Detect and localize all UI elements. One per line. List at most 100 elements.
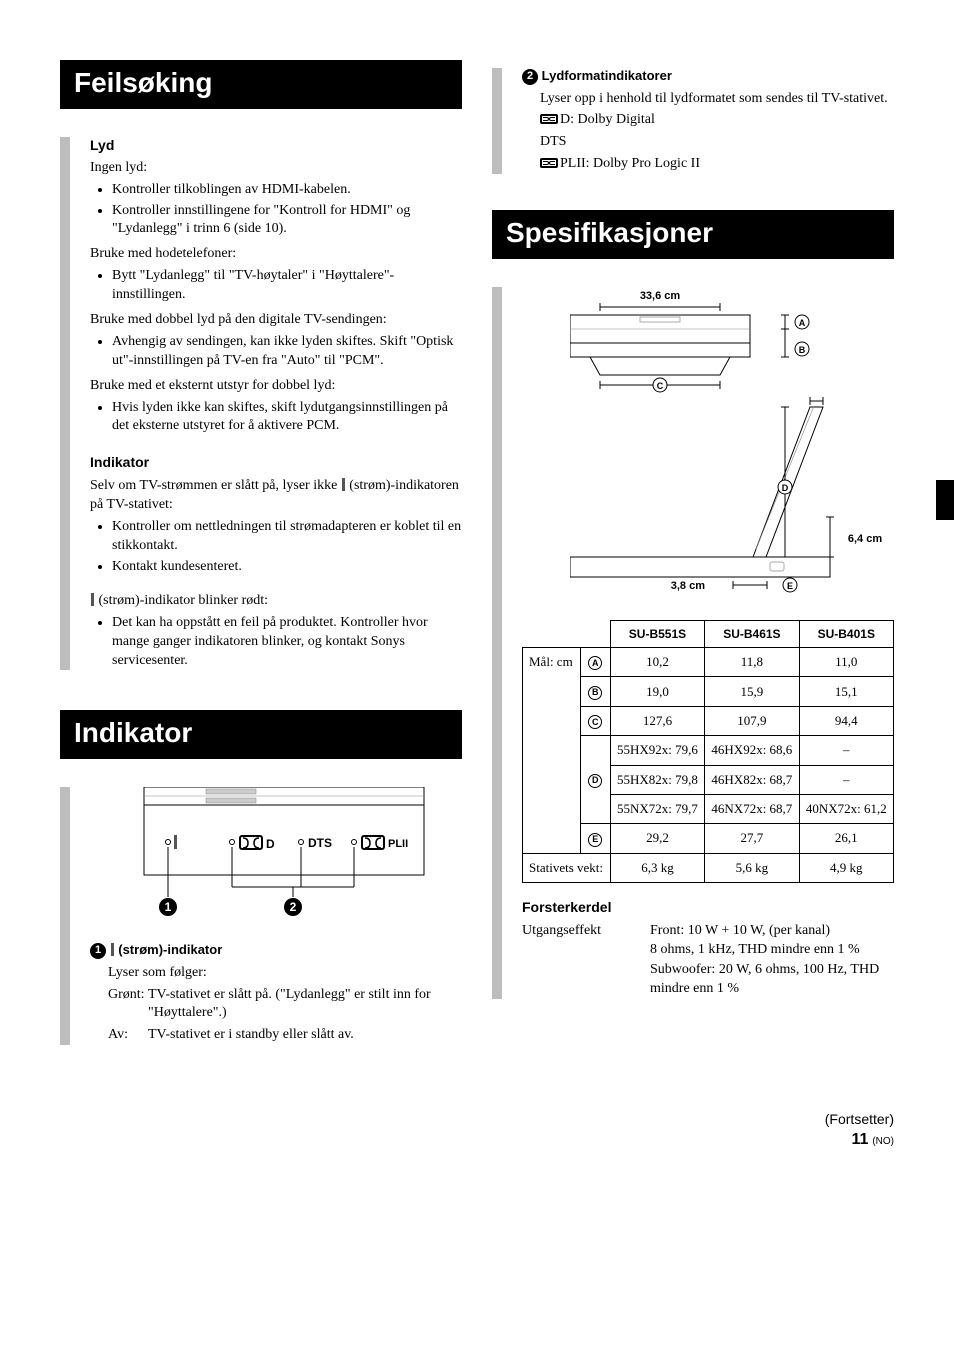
letter-b-icon: B — [588, 686, 602, 700]
svg-text:33,6 cm: 33,6 cm — [640, 290, 681, 302]
list: Bytt "Lydanlegg" til "TV-høytaler" i "Hø… — [90, 267, 462, 305]
table-cell: 127,6 — [610, 706, 704, 736]
table-cell: 55NX72x: 79,7 — [610, 794, 704, 823]
text-fragment: Selv om TV-strømmen er slått på, lyser i… — [90, 478, 341, 493]
svg-text:E: E — [787, 581, 793, 591]
subhead-indikator: Indikator — [90, 454, 462, 470]
table-rowhead: Stativets vekt: — [523, 853, 611, 882]
section-indikator-detail: D DTS PLII — [60, 787, 462, 1045]
table-cell: 4,9 kg — [799, 853, 893, 882]
heading-indikator: Indikator — [60, 710, 462, 759]
svg-text:6,4 cm: 6,4 cm — [848, 533, 882, 545]
right-column: 2 Lydformatindikatorer Lyser opp i henho… — [492, 60, 894, 1075]
spec-diagram: 33,6 cm A — [570, 287, 894, 602]
table-cell: 46NX72x: 68,7 — [705, 794, 799, 823]
item1-heading: 1 (strøm)-indikator — [90, 941, 462, 960]
text: 8 ohms, 1 kHz, THD mindre enn 1 % — [650, 940, 894, 960]
svg-text:A: A — [799, 318, 806, 328]
text: Lyser opp i henhold til lydformatet som … — [522, 90, 894, 109]
text: Av:TV-stativet er i standby eller slått … — [90, 1026, 462, 1045]
table-cell: 55HX92x: 79,6 — [610, 736, 704, 765]
subhead-lyd: Lyd — [90, 137, 462, 153]
power-icon — [342, 478, 345, 491]
table-header: SU-B461S — [705, 620, 799, 647]
list-item: Kontakt kundesenteret. — [112, 558, 462, 577]
side-tab — [936, 480, 954, 520]
text: PLII: Dolby Pro Logic II — [522, 155, 894, 174]
page-lang: (NO) — [872, 1136, 894, 1147]
left-column: Feilsøking Lyd Ingen lyd: Kontroller til… — [60, 60, 462, 1075]
table-cell: 29,2 — [610, 824, 704, 854]
section-item2: 2 Lydformatindikatorer Lyser opp i henho… — [492, 68, 894, 174]
item1-title: (strøm)-indikator — [118, 942, 222, 957]
table-cell: 94,4 — [799, 706, 893, 736]
list-item: Avhengig av sendingen, kan ikke lyden sk… — [112, 333, 462, 371]
page-num-value: 11 — [852, 1131, 869, 1148]
continues-label: (Fortsetter) — [60, 1111, 894, 1127]
callout-1-icon: 1 — [90, 943, 106, 959]
letter-a-icon: A — [588, 656, 602, 670]
svg-text:DTS: DTS — [308, 836, 332, 850]
svg-text:D: D — [266, 837, 275, 851]
table-cell: 46HX92x: 68,6 — [705, 736, 799, 765]
table-cell: 11,8 — [705, 647, 799, 677]
text-fragment: (strøm)-indikator blinker rødt: — [95, 593, 268, 608]
letter-e-icon: E — [588, 833, 602, 847]
panel-svg: D DTS PLII — [136, 787, 436, 927]
table-cell: – — [799, 765, 893, 794]
table-cell: 46HX82x: 68,7 — [705, 765, 799, 794]
list-item: Kontroller innstillingene for "Kontroll … — [112, 202, 462, 240]
section-spec: 33,6 cm A — [492, 287, 894, 999]
svg-text:1: 1 — [165, 900, 172, 914]
heading-spesifikasjoner: Spesifikasjoner — [492, 210, 894, 259]
table-cell: 40NX72x: 61,2 — [799, 794, 893, 823]
amp-value: Front: 10 W + 10 W, (per kanal) 8 ohms, … — [650, 921, 894, 999]
table-header-blank — [523, 620, 611, 647]
text: Lyser som følger: — [90, 964, 462, 983]
table-cell: 6,3 kg — [610, 853, 704, 882]
svg-text:2: 2 — [290, 900, 297, 914]
text: Grønt:TV-stativet er slått på. ("Lydanle… — [90, 986, 462, 1024]
text-fragment: D: Dolby Digital — [560, 112, 655, 127]
table-cell: 10,2 — [610, 647, 704, 677]
heading-feilsoking: Feilsøking — [60, 60, 462, 109]
list-item: Bytt "Lydanlegg" til "TV-høytaler" i "Hø… — [112, 267, 462, 305]
list: Avhengig av sendingen, kan ikke lyden sk… — [90, 333, 462, 371]
svg-text:D: D — [782, 483, 789, 493]
state-tag: Av: — [108, 1026, 148, 1045]
page-footer: (Fortsetter) 11 (NO) — [60, 1111, 894, 1149]
text: Bruke med dobbel lyd på den digitale TV-… — [90, 311, 462, 330]
table-cell: D — [580, 736, 610, 824]
text: Bruke med hodetelefoner: — [90, 245, 462, 264]
table-row: Stativets vekt: 6,3 kg 5,6 kg 4,9 kg — [523, 853, 894, 882]
text: DTS — [522, 133, 894, 152]
power-icon — [91, 593, 94, 606]
spec-diagram-svg: 33,6 cm A — [570, 287, 900, 597]
table-row: SU-B551S SU-B461S SU-B401S — [523, 620, 894, 647]
table-cell: B — [580, 677, 610, 707]
text-fragment: PLII: Dolby Pro Logic II — [560, 156, 700, 171]
dolby-icon — [540, 114, 558, 124]
item2-heading: 2 Lydformatindikatorer — [522, 68, 894, 86]
subhead-amp: Forsterkerdel — [522, 899, 894, 915]
table-cell: – — [799, 736, 893, 765]
svg-text:C: C — [657, 381, 664, 391]
list: Det kan ha oppstått en feil på produktet… — [90, 614, 462, 671]
text: Ingen lyd: — [90, 159, 462, 178]
text: Subwoofer: 20 W, 6 ohms, 100 Hz, THD min… — [650, 960, 894, 999]
page-number: 11 (NO) — [60, 1131, 894, 1149]
table-cell: 27,7 — [705, 824, 799, 854]
callout-2-icon: 2 — [522, 69, 538, 85]
list: Kontroller tilkoblingen av HDMI-kabelen.… — [90, 181, 462, 240]
list: Hvis lyden ikke kan skiftes, skift lydut… — [90, 399, 462, 437]
state-text: TV-stativet er i standby eller slått av. — [148, 1027, 354, 1042]
page-columns: Feilsøking Lyd Ingen lyd: Kontroller til… — [60, 60, 894, 1075]
table-cell: C — [580, 706, 610, 736]
spec-table: SU-B551S SU-B461S SU-B401S Mål: cm A 10,… — [522, 620, 894, 883]
state-text: TV-stativet er slått på. ("Lydanlegg" er… — [148, 987, 431, 1021]
list: Kontroller om nettledningen til strømada… — [90, 518, 462, 577]
list-item: Kontroller om nettledningen til strømada… — [112, 518, 462, 556]
amp-row: Utgangseffekt Front: 10 W + 10 W, (per k… — [522, 921, 894, 999]
table-cell: E — [580, 824, 610, 854]
list-item: Kontroller tilkoblingen av HDMI-kabelen. — [112, 181, 462, 200]
